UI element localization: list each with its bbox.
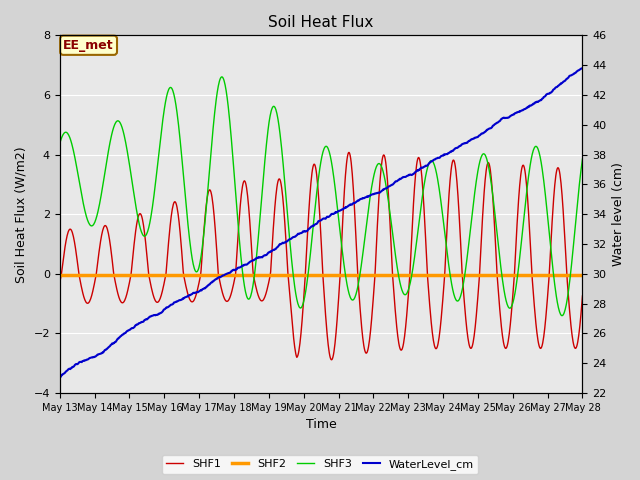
Y-axis label: Water level (cm): Water level (cm) (612, 162, 625, 266)
SHF2 (56, 273, 63, 278)
Line: SHF3: SHF3 (60, 77, 582, 316)
SHF2 (268, 273, 275, 278)
SHF1 (268, 260, 275, 266)
SHF1 (465, 338, 472, 344)
Text: EE_met: EE_met (63, 39, 114, 52)
SHF1 (579, 293, 586, 299)
SHF2 (415, 273, 422, 278)
SHF3 (218, 74, 226, 80)
X-axis label: Time: Time (306, 419, 337, 432)
WaterLevel_cm (286, 236, 294, 242)
WaterLevel_cm (109, 341, 117, 347)
SHF3 (287, 246, 294, 252)
SHF3 (579, 156, 586, 162)
SHF1 (286, 295, 294, 300)
SHF3 (415, 218, 423, 224)
SHF3 (56, 141, 63, 146)
SHF3 (109, 126, 117, 132)
WaterLevel_cm (415, 167, 422, 173)
SHF2 (286, 273, 294, 278)
Title: Soil Heat Flux: Soil Heat Flux (268, 15, 374, 30)
SHF2 (463, 273, 471, 278)
Y-axis label: Soil Heat Flux (W/m2): Soil Heat Flux (W/m2) (15, 146, 28, 283)
SHF1 (474, 294, 482, 300)
WaterLevel_cm (56, 375, 63, 381)
WaterLevel_cm (579, 65, 586, 71)
SHF2 (109, 273, 117, 278)
SHF2 (579, 273, 586, 278)
SHF1 (416, 157, 424, 163)
SHF3 (558, 313, 566, 319)
SHF1 (328, 357, 335, 363)
SHF1 (109, 266, 117, 272)
Line: SHF1: SHF1 (60, 153, 582, 360)
WaterLevel_cm (463, 140, 471, 145)
Legend: SHF1, SHF2, SHF3, WaterLevel_cm: SHF1, SHF2, SHF3, WaterLevel_cm (162, 455, 478, 474)
SHF1 (345, 150, 353, 156)
WaterLevel_cm (473, 134, 481, 140)
SHF3 (464, 249, 472, 254)
SHF2 (473, 273, 481, 278)
Line: WaterLevel_cm: WaterLevel_cm (60, 68, 582, 378)
SHF3 (474, 171, 481, 177)
WaterLevel_cm (268, 249, 275, 254)
SHF3 (268, 107, 276, 112)
SHF1 (56, 280, 63, 286)
